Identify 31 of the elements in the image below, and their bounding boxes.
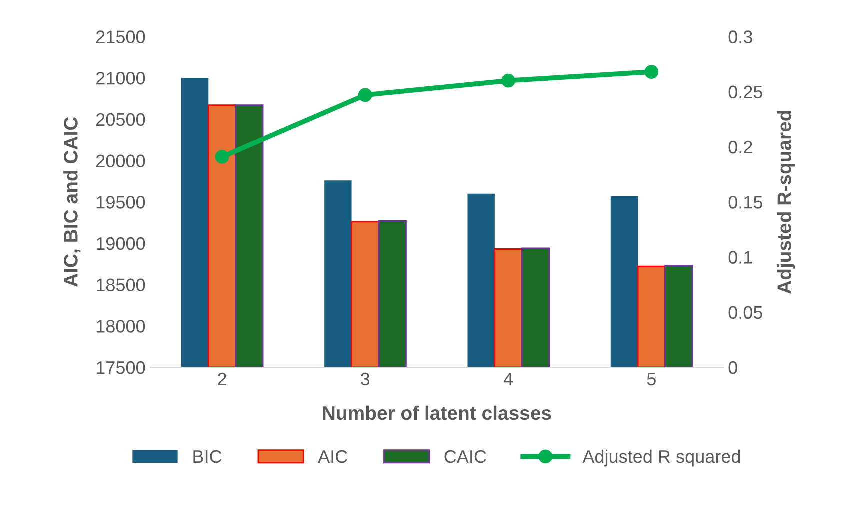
x-tick-label: 4 [504,373,514,386]
y-tick-label: 18500 [96,278,146,292]
y2-tick-label: 0.1 [728,251,752,264]
y-tick-label: 19000 [96,237,146,250]
y-tick-label: 21500 [96,30,146,44]
y2-tick-label: 0.05 [728,306,762,320]
y-tick-label: 20000 [96,154,146,168]
point [215,150,230,164]
y2-tick-label: 0.15 [728,196,762,209]
y-tick-label: 19500 [96,196,146,209]
x-tick-label: 2 [218,372,226,386]
legend-label: Adjusted R squared [582,450,740,467]
y2-tick-label: 0.25 [728,86,762,99]
y-tick-label: 21000 [96,72,146,85]
legend-label: CAIC [444,450,486,464]
x-axis-title: Number of latent classes [323,406,552,420]
y-tick-label: 17500 [96,361,146,374]
point [358,88,372,102]
x-tick-label: 3 [361,372,370,386]
point [644,65,659,79]
y2-tick-label: 0.3 [728,30,752,44]
y2-axis-title: Adjusted R-squared [777,111,796,294]
x-tick-label: 5 [647,373,656,386]
y-tick-label: 20500 [96,113,146,126]
y-tick-label: 18000 [96,320,146,333]
legend-label: AIC [318,450,348,464]
y-axis-title: AIC, BIC and CAIC [64,117,81,287]
point [502,74,516,88]
legend-label: BIC [194,450,222,464]
y2-tick-label: 0 [728,361,738,374]
y2-tick-label: 0.2 [728,140,752,154]
